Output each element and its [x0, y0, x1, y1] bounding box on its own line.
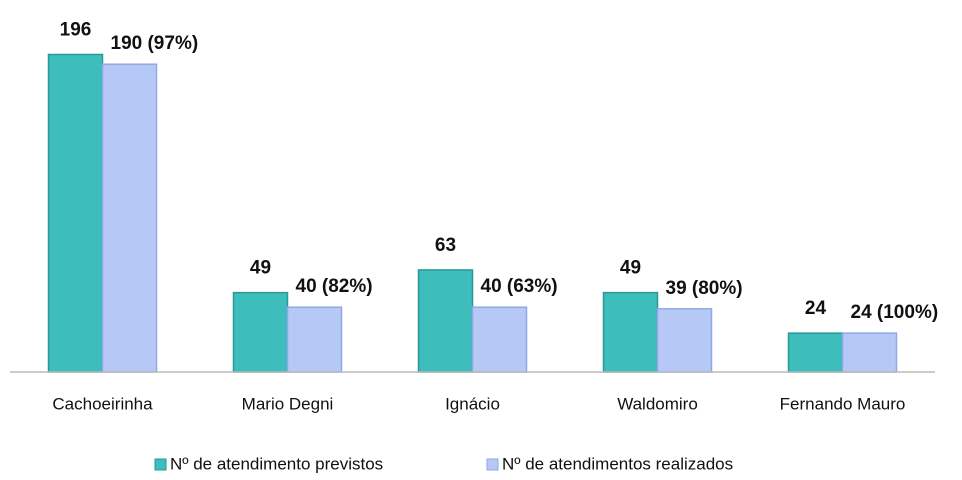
data-label: 49 — [620, 258, 641, 279]
legend-label: Nº de atendimentos realizados — [502, 454, 733, 473]
bar — [286, 306, 343, 373]
bar — [471, 306, 528, 373]
bar — [417, 269, 474, 373]
x-tick-label: Mario Degni — [242, 394, 334, 413]
legend-swatch — [154, 458, 167, 471]
bar — [841, 332, 898, 373]
bar — [232, 291, 289, 373]
bar — [656, 308, 713, 373]
bar — [787, 332, 844, 373]
bar — [602, 291, 659, 373]
x-tick-label: Fernando Mauro — [780, 394, 906, 413]
data-label: 63 — [435, 235, 456, 256]
data-label: 39 (80%) — [666, 278, 743, 299]
bar — [101, 63, 158, 373]
x-tick-label: Ignácio — [445, 394, 500, 413]
data-label: 24 — [805, 298, 827, 319]
bar — [47, 53, 104, 373]
x-tick-label: Cachoeirinha — [52, 394, 153, 413]
data-label: 196 — [60, 19, 92, 40]
data-label: 190 (97%) — [111, 33, 199, 54]
data-label: 49 — [250, 258, 271, 279]
legend-label: Nº de atendimento previstos — [170, 454, 383, 473]
data-label: 40 (82%) — [296, 276, 373, 297]
data-label: 24 (100%) — [851, 302, 939, 323]
legend-swatch — [486, 458, 499, 471]
data-label: 40 (63%) — [481, 276, 558, 297]
x-tick-label: Waldomiro — [617, 394, 698, 413]
